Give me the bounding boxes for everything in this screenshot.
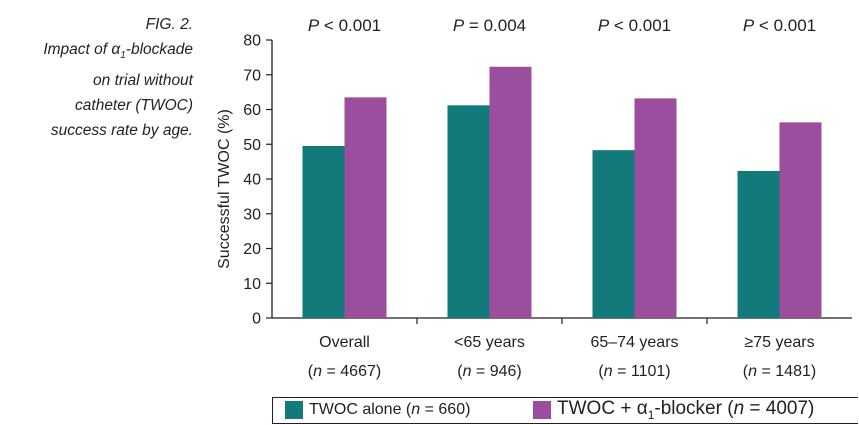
p-value-label: P < 0.001	[743, 16, 816, 35]
y-tick-label: 70	[243, 67, 261, 84]
bar-twoc-blocker	[779, 122, 822, 318]
caption-line-1: Impact of α1-blockade	[43, 41, 193, 62]
x-tick-sublabel: (n = 946)	[457, 363, 522, 380]
bar-twoc-alone	[302, 145, 345, 318]
bar-twoc-blocker	[344, 97, 387, 319]
p-value-label: P < 0.001	[598, 16, 671, 35]
x-tick-label: 65–74 years	[590, 334, 678, 351]
x-tick-label: <65 years	[454, 334, 525, 351]
caption-line-3: catheter (TWOC)	[75, 97, 193, 115]
bar-twoc-alone	[737, 171, 780, 318]
legend-swatch-twoc-blocker	[533, 400, 551, 419]
bar-twoc-blocker	[634, 98, 677, 318]
caption-line-4: success rate by age.	[50, 122, 193, 140]
x-tick-sublabel: (n = 4667)	[308, 363, 381, 380]
figure-caption: FIG. 2. Impact of α1-blockade on trial w…	[0, 12, 193, 143]
y-tick-label: 50	[243, 137, 261, 154]
x-tick-label: ≥75 years	[744, 334, 814, 351]
legend-item-twoc-blocker: TWOC + α1-blocker (n = 4007)	[533, 398, 814, 422]
y-tick-label: 20	[243, 241, 261, 258]
y-tick-label: 0	[252, 311, 261, 328]
bar-twoc-alone	[592, 150, 635, 318]
bar-chart: 0 10 20 30 40 50 60 70 80 Successful TWOC (%) Over…	[216, 16, 852, 380]
y-tick-label: 80	[243, 33, 261, 50]
y-tick-label: 30	[243, 206, 261, 223]
p-value-label: P < 0.001	[308, 16, 381, 35]
x-tick-sublabel: (n = 1481)	[743, 363, 816, 380]
y-tick-label: 40	[243, 172, 261, 189]
x-tick-label: Overall	[319, 334, 370, 351]
y-tick-label: 10	[243, 276, 261, 293]
figure-label: FIG. 2.	[145, 16, 193, 33]
legend-label-twoc-blocker: TWOC + α1-blocker (n = 4007)	[557, 398, 815, 422]
legend-swatch-twoc-alone	[285, 401, 303, 419]
p-value-label: P = 0.004	[453, 16, 526, 35]
caption-line-2: on trial without	[93, 72, 193, 90]
legend-label-twoc-alone: TWOC alone (n = 660)	[309, 401, 471, 418]
x-tick-sublabel: (n = 1101)	[598, 363, 670, 380]
y-tick-label: 60	[243, 102, 261, 119]
y-axis-label: Successful TWOC (%)	[216, 109, 233, 269]
legend-item-twoc-alone: TWOC alone (n = 660)	[285, 401, 470, 419]
bar-twoc-alone	[447, 105, 490, 318]
bar-twoc-blocker	[489, 66, 532, 318]
legend: TWOC alone (n = 660) TWOC + α1-blocker (…	[272, 397, 858, 424]
